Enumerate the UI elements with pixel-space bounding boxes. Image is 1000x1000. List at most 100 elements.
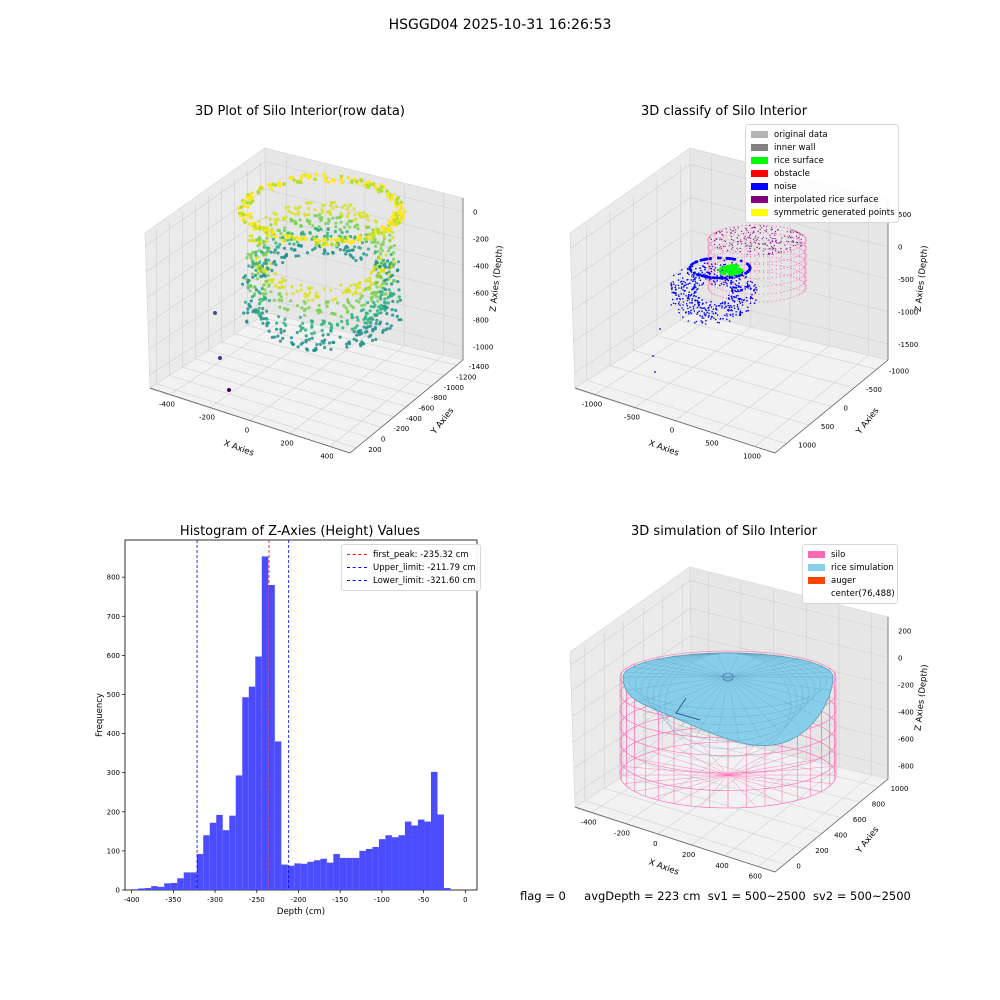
classify-noise-point [698, 310, 700, 313]
classify-symmetric-point [722, 250, 724, 252]
raw-data-point [380, 249, 384, 253]
raw-data-point [259, 317, 263, 321]
raw-grid-y [156, 228, 357, 449]
classify-interpolated-point [769, 234, 771, 236]
classify-interpolated-point [724, 240, 727, 242]
classify-noise-point [741, 271, 744, 274]
classify-interpolated-point [718, 247, 721, 249]
sim-rice-mesh-line [727, 662, 813, 678]
sim-rice-mesh-line [625, 676, 729, 691]
classify-noise-point [728, 294, 730, 297]
raw-data-point [282, 307, 287, 311]
classify-noise-rim [705, 275, 709, 279]
classify-interpolated-point [743, 238, 745, 240]
classify-noise-point [680, 293, 683, 295]
raw-x-axis-label: X Axies [222, 439, 255, 459]
histogram-x-tick-label: -200 [291, 896, 307, 904]
sim-silo-floor-line [699, 774, 729, 808]
classify-symmetric-point [710, 249, 712, 251]
raw-rim-point [268, 184, 273, 188]
classify-symmetric-point [775, 272, 777, 274]
classify-interpolated-point [750, 245, 752, 247]
raw-data-point [338, 248, 342, 252]
raw-rim-point [402, 209, 407, 213]
classify-symmetric-point [758, 232, 760, 234]
classify-noise-point [710, 316, 713, 318]
raw-data-point [392, 292, 396, 296]
classify-symmetric-point [796, 246, 798, 248]
raw-data-point [389, 324, 393, 328]
classify-symmetric-point [758, 277, 760, 280]
raw-data-point [301, 326, 305, 330]
sim-silo-floor-line [727, 774, 822, 792]
histogram-bar [365, 848, 373, 890]
classify-symmetric-point [800, 269, 802, 271]
classify-interpolated-point [751, 243, 753, 245]
classify-noise-rim [744, 271, 748, 275]
classify-interpolated-point [795, 235, 798, 237]
classify-noise-point [727, 310, 730, 312]
classify-symmetric-point [783, 275, 785, 277]
classify-noise-point [685, 283, 688, 286]
sim-rice-mesh-line [642, 676, 729, 715]
raw-data-point [339, 211, 343, 215]
classify-legend-item: obstacle [751, 167, 893, 180]
raw-data-point [325, 231, 330, 235]
classify-symmetric-point [804, 273, 806, 275]
classify-symmetric-point [783, 234, 785, 236]
classify-interpolated-point [768, 252, 770, 255]
raw-data-point [382, 236, 386, 241]
raw-z-tick: -200 [473, 236, 489, 244]
classify-noise-point [696, 306, 699, 309]
sim-grid-z [571, 607, 889, 691]
classify-symmetric-point [793, 276, 795, 278]
classify-symmetric-point [729, 250, 731, 252]
raw-data-point [365, 330, 369, 334]
classify-interpolated-point [731, 248, 733, 250]
classify-symmetric-point [779, 283, 781, 286]
classify-noise-point [730, 283, 733, 285]
classify-symmetric-point [741, 292, 743, 294]
histogram-bar [268, 584, 275, 890]
raw-data-point [376, 299, 380, 303]
raw-data-point [382, 304, 386, 308]
classify-symmetric-point [758, 224, 760, 226]
classify-legend-item: inner wall [751, 141, 893, 154]
classify-noise-point [682, 297, 684, 300]
classify-symmetric-point [719, 288, 721, 290]
classify-noise-point [726, 275, 729, 278]
classify-symmetric-point [714, 255, 716, 257]
raw-rim-point [339, 177, 344, 182]
classify-noise-point [716, 280, 718, 282]
sim-rice-mesh-line [727, 676, 781, 733]
raw-rim-point [243, 220, 247, 224]
classify-noise-point [708, 279, 711, 281]
classify-symmetric-point [783, 258, 785, 260]
raw-data-point [282, 229, 286, 233]
sim-x-tick: 200 [682, 851, 695, 859]
classify-noise-point [687, 295, 690, 298]
raw-data-point [272, 298, 276, 302]
raw-data-point [282, 329, 286, 333]
raw-data-point [296, 345, 300, 349]
histogram-bar [352, 857, 360, 890]
sim-silo-floor-line [727, 774, 833, 784]
classify-noise-point [708, 272, 711, 275]
classify-interpolated-point [786, 247, 788, 249]
histogram-x-tick-label: -400 [124, 896, 140, 904]
classify-interpolated-point [758, 243, 760, 245]
classify-noise-point [736, 304, 739, 306]
classify-symmetric-point [805, 287, 807, 289]
classify-interpolated-point [710, 238, 713, 241]
raw-data-point [301, 341, 305, 345]
classify-symmetric-point [754, 270, 756, 272]
classify-grid-x [714, 183, 830, 434]
raw-data-point [388, 238, 392, 242]
raw-data-point [315, 308, 319, 312]
classify-noise-outlier [652, 355, 654, 357]
classify-interpolated-point [769, 248, 771, 250]
classify-noise-point [711, 283, 713, 285]
classify-symmetric-point [722, 236, 724, 238]
classify-interpolated-point [737, 243, 739, 245]
status-footer: flag = 0 avgDepth = 223 cm sv1 = 500~250… [520, 889, 911, 903]
